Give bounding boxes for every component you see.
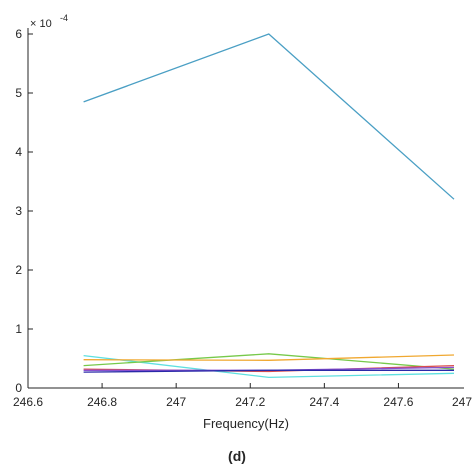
- x-tick-label: 247: [166, 395, 186, 409]
- series-line-4: [83, 354, 455, 361]
- x-tick-label: 246.8: [87, 395, 117, 409]
- series-line-2: [83, 354, 455, 379]
- series-line-1: [83, 33, 455, 200]
- x-axis-title: Frequency(Hz): [203, 416, 289, 431]
- y-tick-label: 1: [15, 322, 22, 336]
- y-exponent-power: -4: [60, 13, 68, 23]
- y-tick-label: 6: [15, 27, 22, 41]
- panel-label: (d): [228, 448, 246, 464]
- y-tick-label: 0: [15, 381, 22, 395]
- y-tick-label: 3: [15, 204, 22, 218]
- plot-lines: [83, 33, 455, 379]
- x-tick-label: 247: [452, 395, 472, 409]
- x-tick-label: 246.6: [13, 395, 43, 409]
- y-exponent-label: × 10: [30, 18, 52, 30]
- series-line-3: [83, 353, 455, 370]
- y-tick-label: 2: [15, 263, 22, 277]
- y-axis-ticks: 0 1 2 3 4 5 6: [15, 27, 33, 395]
- x-axis-ticks: 246.6 246.8 247 247.2 247.4 247.6 247: [13, 383, 472, 409]
- y-tick-label: 4: [15, 145, 22, 159]
- x-tick-label: 247.2: [235, 395, 265, 409]
- x-tick-label: 247.6: [383, 395, 413, 409]
- axes: [27, 28, 464, 389]
- y-tick-label: 5: [15, 86, 22, 100]
- series-line-7: [83, 369, 454, 373]
- x-tick-label: 247.4: [309, 395, 339, 409]
